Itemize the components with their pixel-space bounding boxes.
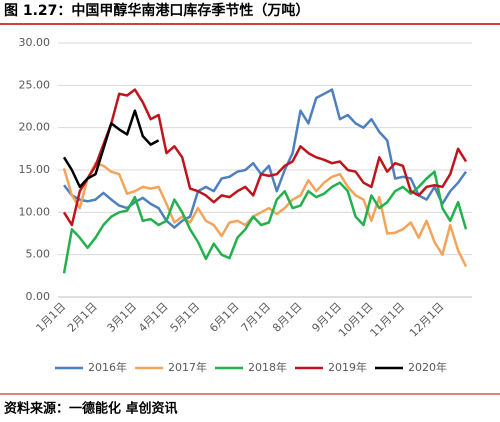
x-tick-label: 7月1日 — [239, 300, 274, 335]
x-tick-label: 6月1日 — [207, 300, 242, 335]
legend-label: 2016年 — [88, 360, 127, 374]
legend-label: 2019年 — [328, 360, 367, 374]
y-tick-label: 20.00 — [19, 121, 51, 134]
y-tick-label: 15.00 — [19, 163, 51, 176]
series-line — [62, 88, 468, 227]
x-tick-label: 1月1日 — [34, 300, 69, 335]
x-tick-label: 5月1日 — [168, 300, 203, 335]
y-tick-label: 30.00 — [19, 36, 51, 49]
y-tick-label: 0.00 — [26, 290, 51, 303]
source: 资料来源：一德能化 卓创资讯 — [4, 401, 178, 417]
x-tick-label: 8月1日 — [270, 300, 305, 335]
chart-title: 图 1.27：中国甲醇华南港口库存季节性（万吨） — [4, 2, 309, 19]
x-tick-label: 4月1日 — [136, 300, 171, 335]
series-line — [62, 170, 468, 274]
series-line — [62, 161, 468, 268]
legend-label: 2020年 — [408, 360, 447, 374]
y-tick-label: 10.00 — [19, 205, 51, 218]
series-line — [62, 109, 160, 189]
y-tick-label: 25.00 — [19, 78, 51, 91]
x-tick-label: 2月1日 — [65, 300, 100, 335]
x-tick-label: 3月1日 — [105, 300, 140, 335]
x-tick-label: 11月1日 — [368, 300, 408, 340]
x-tick-label: 12月1日 — [407, 300, 447, 340]
legend-label: 2017年 — [168, 360, 207, 374]
series-line — [63, 88, 468, 229]
legend-label: 2018年 — [248, 360, 287, 374]
y-tick-label: 5.00 — [26, 248, 51, 261]
